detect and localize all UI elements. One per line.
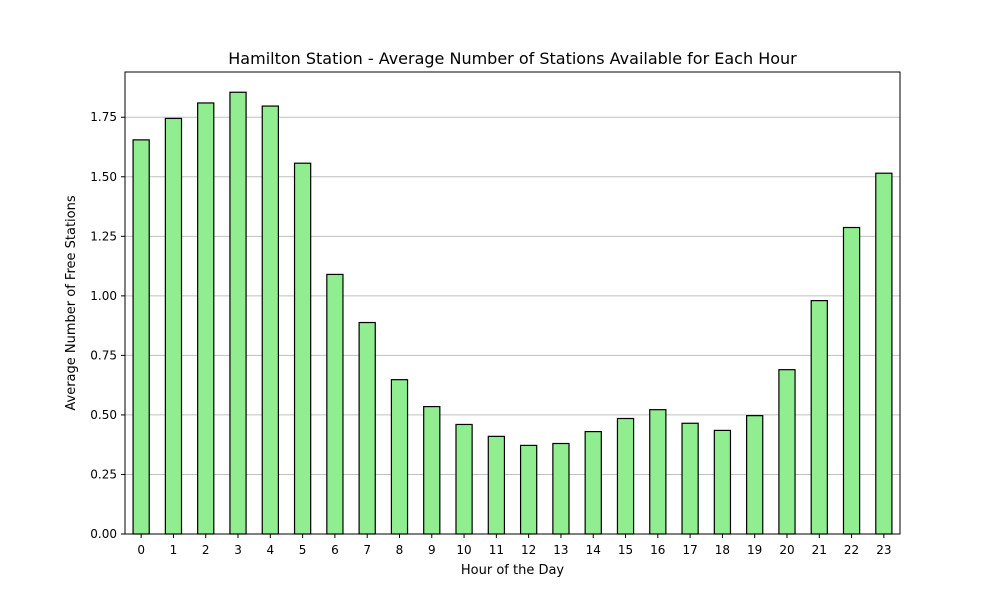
bar-hour-13: [552, 442, 570, 535]
y-tick-label: 1.50: [90, 170, 117, 184]
x-tick-label: 19: [747, 543, 762, 557]
x-tick-label: 7: [363, 543, 371, 557]
bar-hour-12: [519, 444, 538, 535]
x-tick-label: 0: [137, 543, 145, 557]
bar-hour-20: [778, 369, 796, 535]
x-tick-label: 22: [844, 543, 859, 557]
x-tick-label: 4: [266, 543, 274, 557]
bar-hour-0: [132, 139, 150, 535]
bar-hour-8: [390, 379, 409, 535]
x-tick-label: 23: [876, 543, 891, 557]
bar-hour-7: [358, 321, 376, 535]
bar-hour-21: [810, 300, 828, 535]
bar-hour-3: [229, 91, 247, 535]
bar-hour-16: [649, 409, 667, 535]
y-tick-label: 1.75: [90, 110, 117, 124]
bar-hour-9: [423, 405, 441, 535]
x-tick-label: 20: [779, 543, 794, 557]
x-tick-label: 16: [650, 543, 665, 557]
x-axis-ticks: 0 1 2 3 4 5 6 7 8 9 10 11 12 13 14 15 16 17 18 19 20 21 22 23: [137, 534, 891, 557]
bar-hour-17: [681, 422, 699, 535]
x-tick-label: 12: [521, 543, 536, 557]
bar-hour-5: [293, 162, 312, 535]
x-tick-label: 14: [586, 543, 601, 557]
bar-hour-22: [842, 226, 861, 535]
bar-hour-10: [455, 423, 473, 535]
bar-hour-1: [164, 117, 183, 535]
y-tick-label: 1.00: [90, 289, 117, 303]
x-tick-label: 2: [202, 543, 210, 557]
x-tick-label: 6: [331, 543, 339, 557]
y-tick-label: 1.25: [90, 229, 117, 243]
x-tick-label: 8: [396, 543, 404, 557]
bar-hour-19: [746, 415, 764, 535]
y-tick-label: 0.25: [90, 467, 117, 481]
x-axis-label: Hour of the Day: [461, 563, 565, 578]
plot-frame: [124, 71, 901, 535]
chart-title: Hamilton Station - Average Number of Sta…: [228, 49, 797, 68]
y-axis-label: Average Number of Free Stations: [64, 195, 79, 410]
bar-hour-4: [261, 105, 279, 535]
bar-hour-6: [326, 273, 344, 535]
x-tick-label: 10: [456, 543, 471, 557]
bar-hour-11: [487, 435, 506, 535]
y-tick-label: 0.50: [90, 408, 117, 422]
x-tick-label: 17: [682, 543, 697, 557]
bar-hour-18: [713, 429, 732, 535]
x-tick-label: 13: [553, 543, 568, 557]
bar-hour-2: [197, 102, 215, 535]
x-tick-label: 9: [428, 543, 436, 557]
y-axis-ticks: 0.00 0.25 0.50 0.75 1.00 1.25 1.50 1.75: [90, 110, 125, 541]
y-tick-label: 0.00: [90, 527, 117, 541]
x-tick-label: 11: [489, 543, 504, 557]
bar-hour-23: [875, 172, 893, 535]
gridlines: [125, 116, 900, 475]
x-tick-label: 15: [618, 543, 633, 557]
x-tick-label: 1: [170, 543, 178, 557]
x-tick-label: 18: [715, 543, 730, 557]
x-tick-label: 21: [812, 543, 827, 557]
bars: [132, 91, 893, 535]
bar-hour-14: [584, 430, 602, 535]
bar-hour-15: [616, 417, 635, 535]
y-tick-label: 0.75: [90, 348, 117, 362]
x-tick-label: 5: [299, 543, 307, 557]
x-tick-label: 3: [234, 543, 242, 557]
